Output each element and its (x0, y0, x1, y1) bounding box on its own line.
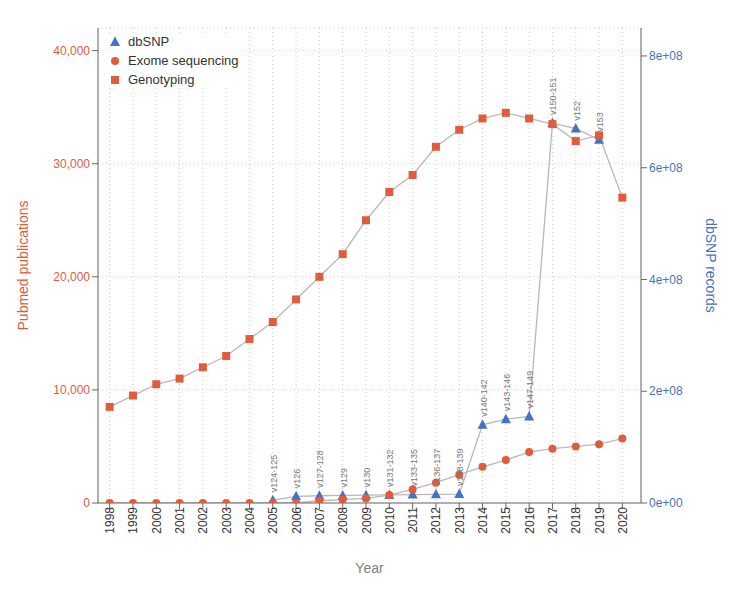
svg-text:2011: 2011 (406, 507, 420, 533)
svg-text:2005: 2005 (266, 507, 280, 534)
svg-text:v130: v130 (362, 468, 372, 488)
svg-text:2000: 2000 (150, 507, 164, 534)
svg-text:v126: v126 (292, 469, 302, 489)
html-text:Exome sequencing: Exome sequencing (128, 53, 239, 68)
svg-text:2007: 2007 (313, 507, 327, 534)
svg-text:Year: Year (355, 560, 384, 576)
svg-text:4e+08: 4e+08 (649, 273, 683, 287)
svg-text:2003: 2003 (220, 507, 234, 534)
html-text:Genotyping: Genotyping (128, 72, 195, 87)
svg-text:2015: 2015 (499, 507, 513, 534)
svg-text:2020: 2020 (616, 507, 630, 534)
svg-text:v138-139: v138-139 (455, 449, 465, 487)
svg-text:2017: 2017 (546, 507, 560, 534)
svg-text:v129: v129 (339, 468, 349, 488)
svg-text:2018: 2018 (569, 507, 583, 534)
svg-text:2002: 2002 (196, 507, 210, 534)
svg-text:v153: v153 (595, 112, 605, 132)
svg-text:Pubmed publications: Pubmed publications (15, 201, 31, 331)
svg-text:6e+08: 6e+08 (649, 161, 683, 175)
svg-text:v140-142: v140-142 (479, 379, 489, 417)
svg-text:2009: 2009 (360, 507, 374, 534)
svg-text:40,000: 40,000 (53, 44, 90, 58)
svg-text:20,000: 20,000 (53, 270, 90, 284)
svg-text:v150-151: v150-151 (548, 77, 558, 115)
svg-text:2013: 2013 (453, 507, 467, 534)
svg-text:2001: 2001 (173, 507, 187, 534)
svg-text:v147-149: v147-149 (525, 371, 535, 409)
svg-text:v127-128: v127-128 (315, 450, 325, 488)
svg-text:v152: v152 (572, 101, 582, 121)
svg-text:v136-137: v136-137 (432, 449, 442, 487)
svg-text:2010: 2010 (383, 507, 397, 534)
svg-text:0e+00: 0e+00 (649, 496, 683, 510)
svg-text:v133-135: v133-135 (409, 449, 419, 487)
svg-text:2006: 2006 (290, 507, 304, 534)
html-text:dbSNP: dbSNP (128, 34, 170, 49)
svg-text:2019: 2019 (593, 507, 607, 534)
svg-text:30,000: 30,000 (53, 157, 90, 171)
svg-text:2008: 2008 (336, 507, 350, 534)
svg-text:2e+08: 2e+08 (649, 384, 683, 398)
svg-text:1999: 1999 (126, 507, 140, 534)
svg-text:1998: 1998 (103, 507, 117, 534)
svg-text:2016: 2016 (523, 507, 537, 534)
svg-text:v124-125: v124-125 (269, 455, 279, 493)
svg-text:10,000: 10,000 (53, 383, 90, 397)
svg-text:2014: 2014 (476, 507, 490, 534)
svg-text:v143-146: v143-146 (502, 374, 512, 412)
svg-text:2004: 2004 (243, 507, 257, 534)
svg-text:2012: 2012 (429, 507, 443, 534)
svg-text:0: 0 (83, 496, 90, 510)
svg-text:v131-132: v131-132 (385, 449, 395, 487)
svg-text:8e+08: 8e+08 (649, 49, 683, 63)
svg-text:dbSNP records: dbSNP records (703, 218, 719, 313)
